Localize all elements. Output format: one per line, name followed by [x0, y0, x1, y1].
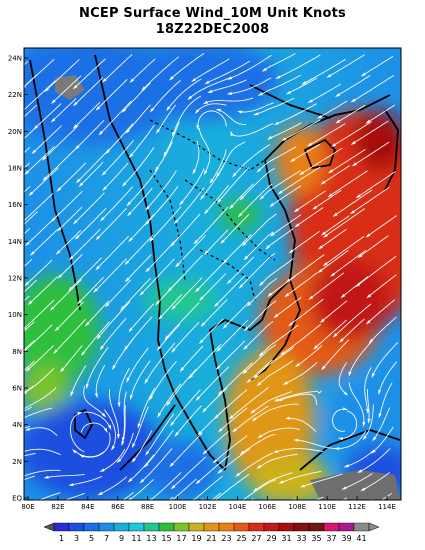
legend-swatch [128, 522, 145, 532]
lat-tick-label: 12N [8, 275, 22, 283]
legend-label: 23 [221, 534, 231, 543]
legend-swatch [158, 522, 175, 532]
legend-swatch [68, 522, 85, 532]
legend-label: 29 [266, 534, 276, 543]
legend-label: 39 [341, 534, 351, 543]
lon-tick-label: 112E [348, 503, 366, 511]
longitude-ticks: 80E 82E 84E 86E 88E 100E 102E 104E 106E 108E 110E 1… [21, 496, 396, 511]
legend-swatch [83, 522, 100, 532]
legend-swatch [338, 522, 355, 532]
lon-tick-label: 100E [169, 503, 187, 511]
legend-label: 41 [356, 534, 366, 543]
map-timestamp: 18Z22DEC2008 [155, 22, 270, 37]
legend-swatch [143, 522, 160, 532]
legend-swatch [188, 522, 205, 532]
legend-swatch [218, 522, 235, 532]
lon-tick-label: 114E [378, 503, 396, 511]
wind-field [24, 48, 401, 500]
map-frame [23, 47, 402, 501]
lat-tick-label: 22N [8, 91, 22, 99]
legend-swatch [278, 522, 295, 532]
legend-swatch [353, 522, 370, 532]
legend-under-arrow [43, 522, 55, 532]
legend-label: 9 [119, 534, 124, 543]
lon-tick-label: 102E [199, 503, 217, 511]
legend-swatch [323, 522, 340, 532]
legend-label: 5 [89, 534, 94, 543]
streamlines [24, 52, 399, 500]
lon-tick-label: 110E [318, 503, 336, 511]
legend-label: 33 [296, 534, 306, 543]
lon-tick-label: 84E [81, 503, 94, 511]
legend-swatch [263, 522, 280, 532]
lon-tick-label: 106E [258, 503, 276, 511]
lon-tick-label: 82E [51, 503, 64, 511]
lat-tick-label: 4N [12, 421, 22, 429]
legend-label: 35 [311, 534, 321, 543]
legend-swatch [98, 522, 115, 532]
legend-label: 7 [104, 534, 109, 543]
legend-label: 11 [131, 534, 141, 543]
legend-label: 25 [236, 534, 246, 543]
lon-tick-label: 108E [288, 503, 306, 511]
legend-swatch [293, 522, 310, 532]
legend-swatch [53, 522, 70, 532]
lat-tick-label: 24N [8, 55, 22, 63]
lon-tick-label: 104E [229, 503, 247, 511]
lat-tick-label: 2N [12, 458, 22, 466]
lat-tick-label: 6N [12, 385, 22, 393]
latitude-ticks: EQ 2N 4N 6N 8N 10N 12N 14N 16N 18N 20N 22N 24N [8, 55, 28, 503]
legend-label: 31 [281, 534, 291, 543]
legend-swatch [248, 522, 265, 532]
lat-tick-label: 20N [8, 128, 22, 136]
legend-label: 17 [176, 534, 186, 543]
legend-label: 3 [74, 534, 79, 543]
legend-swatch [113, 522, 130, 532]
lon-tick-label: 88E [141, 503, 154, 511]
lat-tick-label: 8N [12, 348, 22, 356]
legend-swatch [173, 522, 190, 532]
streamline-arrows [24, 67, 382, 500]
legend-label: 15 [161, 534, 171, 543]
legend-swatch [233, 522, 250, 532]
lat-tick-label: 10N [8, 311, 22, 319]
legend-label: 1 [59, 534, 64, 543]
legend-label: 27 [251, 534, 261, 543]
lon-tick-label: 80E [21, 503, 34, 511]
legend-label: 21 [206, 534, 216, 543]
lon-tick-label: 86E [111, 503, 124, 511]
lat-tick-label: 18N [8, 165, 22, 173]
legend-over-arrow [368, 522, 380, 532]
legend-label: 13 [146, 534, 156, 543]
color-legend: 1 3 5 7 9 11 13 15 17 19 21 23 25 27 29 31 33 35 37 39 41 [43, 522, 380, 543]
legend-label: 37 [326, 534, 336, 543]
legend-swatch [203, 522, 220, 532]
lat-tick-label: EQ [12, 495, 22, 503]
legend-swatch [308, 522, 325, 532]
map-title: NCEP Surface Wind_10M Unit Knots [79, 6, 346, 21]
lat-tick-label: 14N [8, 238, 22, 246]
legend-label: 19 [191, 534, 201, 543]
lat-tick-label: 16N [8, 201, 22, 209]
